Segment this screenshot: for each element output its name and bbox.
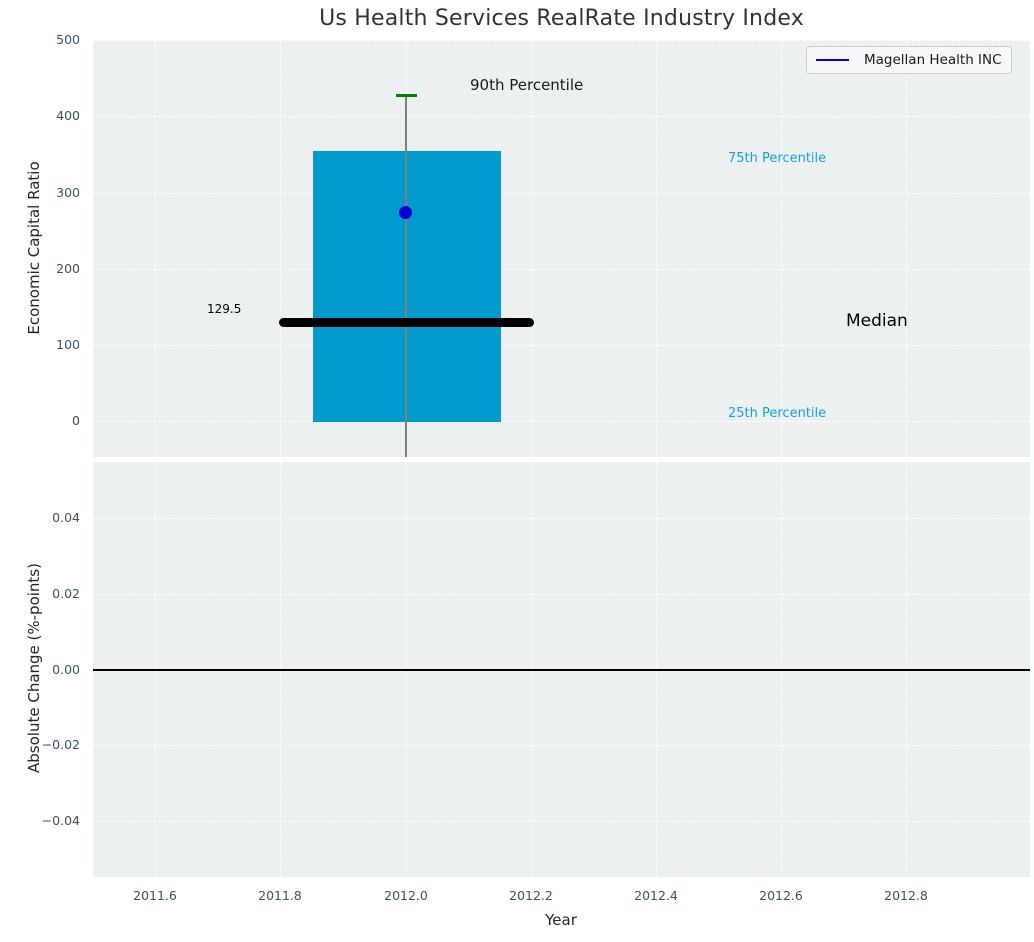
gridline xyxy=(93,345,1030,346)
gridline xyxy=(93,193,1030,194)
y-tick-label-500: 500 xyxy=(56,32,80,47)
top-axes: 90th Percentile 75th Percentile Median 2… xyxy=(93,40,1030,457)
annotation-75th-percentile: 75th Percentile xyxy=(728,151,827,166)
y-tick-label-0: 0 xyxy=(72,413,80,428)
y-tick-label-300: 300 xyxy=(56,185,80,200)
bottom-axes xyxy=(93,462,1030,877)
median-line xyxy=(279,318,534,327)
legend-entry-label: Magellan Health INC xyxy=(864,52,1002,68)
y-tick-label-zero: 0.00 xyxy=(52,662,80,677)
y-tick-label-neg004: −0.04 xyxy=(41,813,80,828)
gridline xyxy=(93,821,1030,822)
y-tick-label-100: 100 xyxy=(56,337,80,352)
gridline xyxy=(155,40,156,457)
gridline xyxy=(906,40,907,457)
x-tick-label-2012-4: 2012.4 xyxy=(634,888,678,903)
gridline xyxy=(93,745,1030,746)
y-tick-label-neg002: −0.02 xyxy=(41,737,80,752)
annotation-90th-percentile: 90th Percentile xyxy=(470,76,584,94)
y-axis-label-bottom: Absolute Change (%-points) xyxy=(25,563,43,773)
x-tick-label-2012-2: 2012.2 xyxy=(509,888,553,903)
x-tick-label-2012-0: 2012.0 xyxy=(384,888,428,903)
y-tick-label-pos002: 0.02 xyxy=(52,586,80,601)
gridline xyxy=(93,594,1030,595)
y-tick-label-400: 400 xyxy=(56,108,80,123)
annotation-25th-percentile: 25th Percentile xyxy=(728,406,827,421)
x-tick-label-2011-8: 2011.8 xyxy=(258,888,302,903)
gridline xyxy=(531,40,532,457)
whisker-line xyxy=(405,95,407,457)
chart-title: Us Health Services RealRate Industry Ind… xyxy=(319,6,804,31)
annotation-median-value: 129.5 xyxy=(207,302,242,316)
90th-percentile-cap xyxy=(396,94,417,97)
zero-reference-line xyxy=(93,669,1030,671)
gridline xyxy=(656,40,657,457)
gridline xyxy=(93,116,1030,117)
y-tick-label-200: 200 xyxy=(56,261,80,276)
gridline xyxy=(93,269,1030,270)
gridline xyxy=(781,40,782,457)
x-tick-label-2012-8: 2012.8 xyxy=(884,888,928,903)
annotation-median: Median xyxy=(846,311,908,331)
gridline xyxy=(93,421,1030,422)
y-tick-label-pos004: 0.04 xyxy=(52,510,80,525)
x-tick-label-2011-6: 2011.6 xyxy=(133,888,177,903)
gridline xyxy=(93,40,1030,41)
x-tick-label-2012-6: 2012.6 xyxy=(759,888,803,903)
interquartile-box xyxy=(313,151,501,422)
gridline xyxy=(280,40,281,457)
gridline xyxy=(93,518,1030,519)
legend: Magellan Health INC xyxy=(806,46,1012,74)
y-axis-label-top: Economic Capital Ratio xyxy=(25,161,43,335)
x-axis-label: Year xyxy=(545,911,577,929)
company-data-point xyxy=(399,206,412,219)
legend-line-sample xyxy=(816,58,849,62)
